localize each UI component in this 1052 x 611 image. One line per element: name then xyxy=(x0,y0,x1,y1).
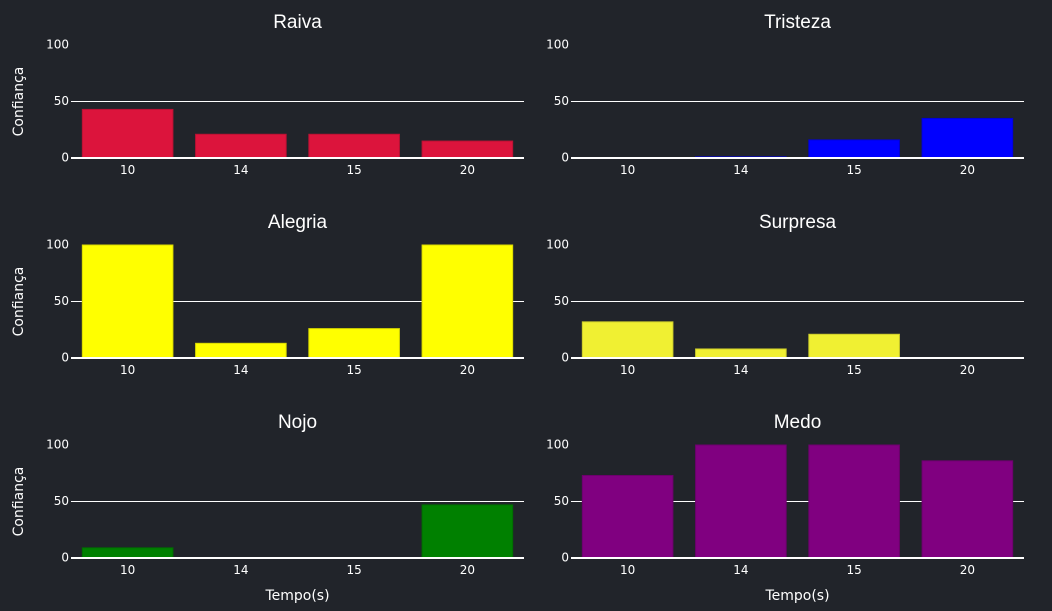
x-tick-label-alegria-10: 10 xyxy=(120,363,135,377)
x-tick-label-nojo-20: 20 xyxy=(460,563,475,577)
bar-nojo-10[interactable] xyxy=(81,547,174,559)
y-axis-title-nojo: Confiança xyxy=(11,467,27,537)
x-tick-label-surpresa-10: 10 xyxy=(620,363,635,377)
y-tick-label-alegria-100: 100 xyxy=(46,238,69,252)
x-axis-title-nojo: Tempo(s) xyxy=(264,588,329,604)
y-tick-label-alegria-0: 0 xyxy=(61,351,69,365)
bar-surpresa-10[interactable] xyxy=(581,321,674,359)
bar-nojo-20[interactable] xyxy=(421,504,514,559)
y-tick-label-raiva-50: 50 xyxy=(54,94,69,108)
y-tick-label-tristeza-0: 0 xyxy=(561,151,569,165)
y-tick-label-medo-50: 50 xyxy=(554,494,569,508)
y-tick-label-tristeza-50: 50 xyxy=(554,94,569,108)
bar-raiva-20[interactable] xyxy=(421,140,514,159)
y-tick-label-alegria-50: 50 xyxy=(54,294,69,308)
x-tick-label-tristeza-20: 20 xyxy=(960,163,975,177)
subplot-title-alegria: Alegria xyxy=(268,212,328,233)
x-tick-label-alegria-15: 15 xyxy=(346,363,361,377)
x-tick-label-surpresa-14: 14 xyxy=(733,363,748,377)
y-tick-label-surpresa-100: 100 xyxy=(546,238,569,252)
subplot-title-raiva: Raiva xyxy=(273,12,322,33)
x-tick-label-medo-20: 20 xyxy=(960,563,975,577)
bar-medo-10[interactable] xyxy=(581,475,674,559)
y-tick-label-surpresa-50: 50 xyxy=(554,294,569,308)
x-tick-label-nojo-14: 14 xyxy=(233,563,248,577)
x-tick-label-raiva-10: 10 xyxy=(120,163,135,177)
x-tick-label-alegria-14: 14 xyxy=(233,363,248,377)
bar-medo-14[interactable] xyxy=(695,444,787,559)
subplot-title-medo: Medo xyxy=(774,412,822,433)
bar-raiva-10[interactable] xyxy=(81,108,174,159)
x-tick-label-raiva-20: 20 xyxy=(460,163,475,177)
y-tick-label-nojo-50: 50 xyxy=(54,494,69,508)
y-tick-label-raiva-0: 0 xyxy=(61,151,69,165)
x-tick-label-nojo-10: 10 xyxy=(120,563,135,577)
bar-alegria-20[interactable] xyxy=(421,244,514,359)
subplot-title-nojo: Nojo xyxy=(278,412,317,433)
bar-medo-15[interactable] xyxy=(808,444,900,559)
x-tick-label-tristeza-14: 14 xyxy=(733,163,748,177)
subplot-title-tristeza: Tristeza xyxy=(764,12,831,33)
y-tick-label-tristeza-100: 100 xyxy=(546,38,569,52)
bar-alegria-15[interactable] xyxy=(308,328,400,359)
x-tick-label-medo-15: 15 xyxy=(846,563,861,577)
bar-surpresa-15[interactable] xyxy=(808,333,900,359)
bar-alegria-14[interactable] xyxy=(195,342,287,359)
bar-tristeza-20[interactable] xyxy=(921,117,1014,159)
x-tick-label-alegria-20: 20 xyxy=(460,363,475,377)
x-tick-label-tristeza-10: 10 xyxy=(620,163,635,177)
bar-medo-20[interactable] xyxy=(921,460,1014,559)
x-tick-label-surpresa-20: 20 xyxy=(960,363,975,377)
y-tick-label-nojo-100: 100 xyxy=(46,438,69,452)
y-tick-label-raiva-100: 100 xyxy=(46,38,69,52)
y-tick-label-medo-0: 0 xyxy=(561,551,569,565)
y-axis-title-raiva: Confiança xyxy=(11,67,27,137)
y-tick-label-medo-100: 100 xyxy=(546,438,569,452)
bar-tristeza-15[interactable] xyxy=(808,139,900,159)
bar-alegria-10[interactable] xyxy=(81,244,174,359)
x-tick-label-raiva-15: 15 xyxy=(346,163,361,177)
bar-raiva-15[interactable] xyxy=(308,133,400,159)
x-axis-title-medo: Tempo(s) xyxy=(764,588,829,604)
y-axis-title-alegria: Confiança xyxy=(11,267,27,337)
x-tick-label-tristeza-15: 15 xyxy=(846,163,861,177)
y-tick-label-surpresa-0: 0 xyxy=(561,351,569,365)
x-tick-label-nojo-15: 15 xyxy=(346,563,361,577)
x-tick-label-medo-10: 10 xyxy=(620,563,635,577)
bar-surpresa-14[interactable] xyxy=(695,348,787,359)
x-tick-label-raiva-14: 14 xyxy=(233,163,248,177)
bar-raiva-14[interactable] xyxy=(195,133,287,159)
x-tick-label-surpresa-15: 15 xyxy=(846,363,861,377)
subplot-title-surpresa: Surpresa xyxy=(759,212,837,233)
x-tick-label-medo-14: 14 xyxy=(733,563,748,577)
y-tick-label-nojo-0: 0 xyxy=(61,551,69,565)
